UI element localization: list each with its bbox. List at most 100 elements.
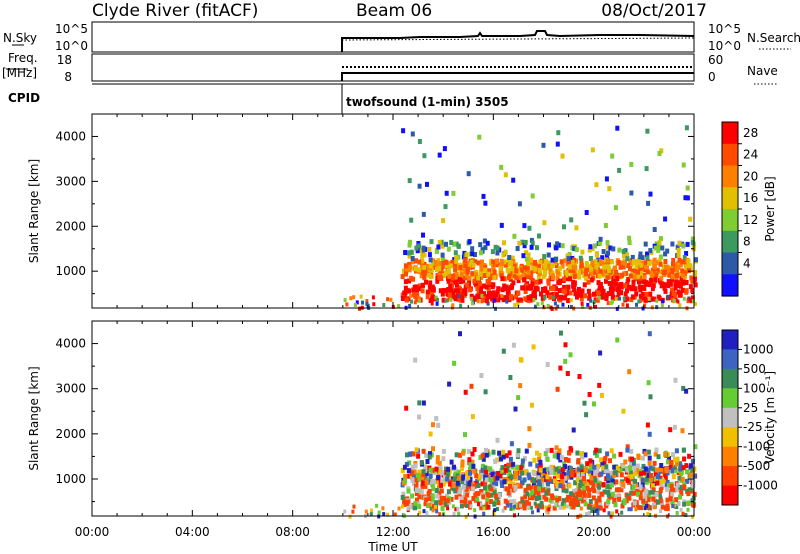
data-cell — [477, 134, 482, 140]
data-cell — [588, 461, 593, 467]
data-cell — [584, 412, 589, 418]
data-cell — [506, 503, 510, 508]
data-cell — [461, 450, 466, 456]
data-cell — [549, 285, 553, 291]
data-cell — [640, 477, 645, 483]
data-cell — [634, 482, 638, 488]
data-cell — [490, 273, 495, 279]
data-cell — [536, 475, 541, 481]
data-cell — [638, 254, 643, 260]
data-cell — [492, 292, 497, 298]
data-cell — [589, 266, 594, 272]
data-cell — [606, 478, 611, 484]
noise-y-top-right: 10^5 — [708, 22, 741, 36]
data-cell — [499, 480, 504, 486]
data-cell — [431, 446, 435, 452]
data-cell — [587, 479, 591, 485]
data-cell — [553, 257, 558, 262]
data-cell — [614, 269, 619, 275]
data-cell — [629, 190, 634, 196]
data-cell — [525, 274, 530, 280]
data-cell — [578, 494, 583, 500]
data-cell — [542, 468, 547, 474]
data-cell — [381, 506, 385, 511]
data-cell — [646, 200, 651, 206]
data-cell — [523, 494, 528, 500]
data-cell — [457, 475, 462, 481]
colorbar-swatch — [722, 407, 738, 428]
y-tick-label: 3000 — [55, 382, 86, 396]
data-cell — [627, 235, 632, 241]
data-cell — [669, 484, 674, 490]
data-cell — [632, 274, 637, 280]
data-cell — [493, 508, 497, 513]
data-cell — [440, 505, 445, 511]
data-cell — [442, 288, 447, 293]
data-cell — [546, 252, 551, 258]
data-cell — [652, 268, 657, 274]
data-cell — [501, 454, 506, 460]
data-cell — [417, 296, 421, 301]
data-cell — [594, 504, 598, 510]
data-cell — [583, 293, 587, 299]
data-cell — [537, 271, 542, 277]
data-cell — [496, 286, 501, 292]
data-cell — [560, 263, 565, 269]
data-cell — [516, 302, 520, 307]
data-cell — [412, 292, 417, 298]
data-cell — [691, 479, 696, 485]
data-cell — [407, 278, 412, 284]
data-cell — [670, 467, 675, 473]
data-cell — [568, 276, 572, 282]
data-cell — [692, 275, 697, 281]
data-cell — [605, 451, 610, 457]
data-cell — [496, 507, 499, 511]
data-cell — [595, 269, 600, 275]
data-cell — [567, 264, 572, 270]
data-cell — [693, 444, 698, 450]
data-cell — [577, 269, 582, 275]
data-cell — [563, 464, 568, 470]
data-cell — [422, 153, 427, 159]
data-cell — [571, 427, 576, 433]
data-cell — [606, 250, 610, 256]
data-cell — [491, 449, 496, 455]
data-cell — [629, 161, 634, 167]
data-cell — [650, 286, 655, 292]
data-cell — [495, 475, 500, 481]
data-cell — [596, 489, 601, 495]
x-tick-label: 16:00 — [476, 525, 511, 539]
data-cell — [596, 511, 600, 516]
data-cell — [643, 241, 648, 247]
data-cell — [566, 256, 571, 262]
data-cell — [545, 290, 550, 296]
data-cell — [400, 494, 405, 500]
data-cell — [686, 268, 691, 274]
data-cell — [646, 467, 651, 473]
data-cell — [641, 501, 646, 507]
data-cell — [491, 282, 496, 288]
data-cell — [503, 467, 508, 473]
data-cell — [479, 288, 483, 294]
data-cell — [681, 162, 686, 168]
data-cell — [568, 501, 573, 507]
data-cell — [678, 303, 682, 308]
data-cell — [527, 426, 532, 432]
data-cell — [473, 508, 477, 513]
data-cell — [524, 250, 529, 256]
data-cell — [559, 330, 563, 336]
data-cell — [473, 492, 478, 498]
data-cell — [461, 288, 466, 294]
data-cell — [430, 496, 435, 502]
data-cell — [446, 287, 451, 292]
data-cell — [629, 490, 634, 496]
data-cell — [404, 267, 409, 273]
data-cell — [389, 297, 393, 302]
data-cell — [434, 416, 439, 421]
data-cell — [614, 479, 619, 485]
data-cell — [589, 298, 593, 303]
data-cell — [560, 243, 565, 249]
data-cell — [444, 298, 448, 303]
data-cell — [519, 503, 523, 508]
noise-panel-frame — [91, 21, 695, 53]
